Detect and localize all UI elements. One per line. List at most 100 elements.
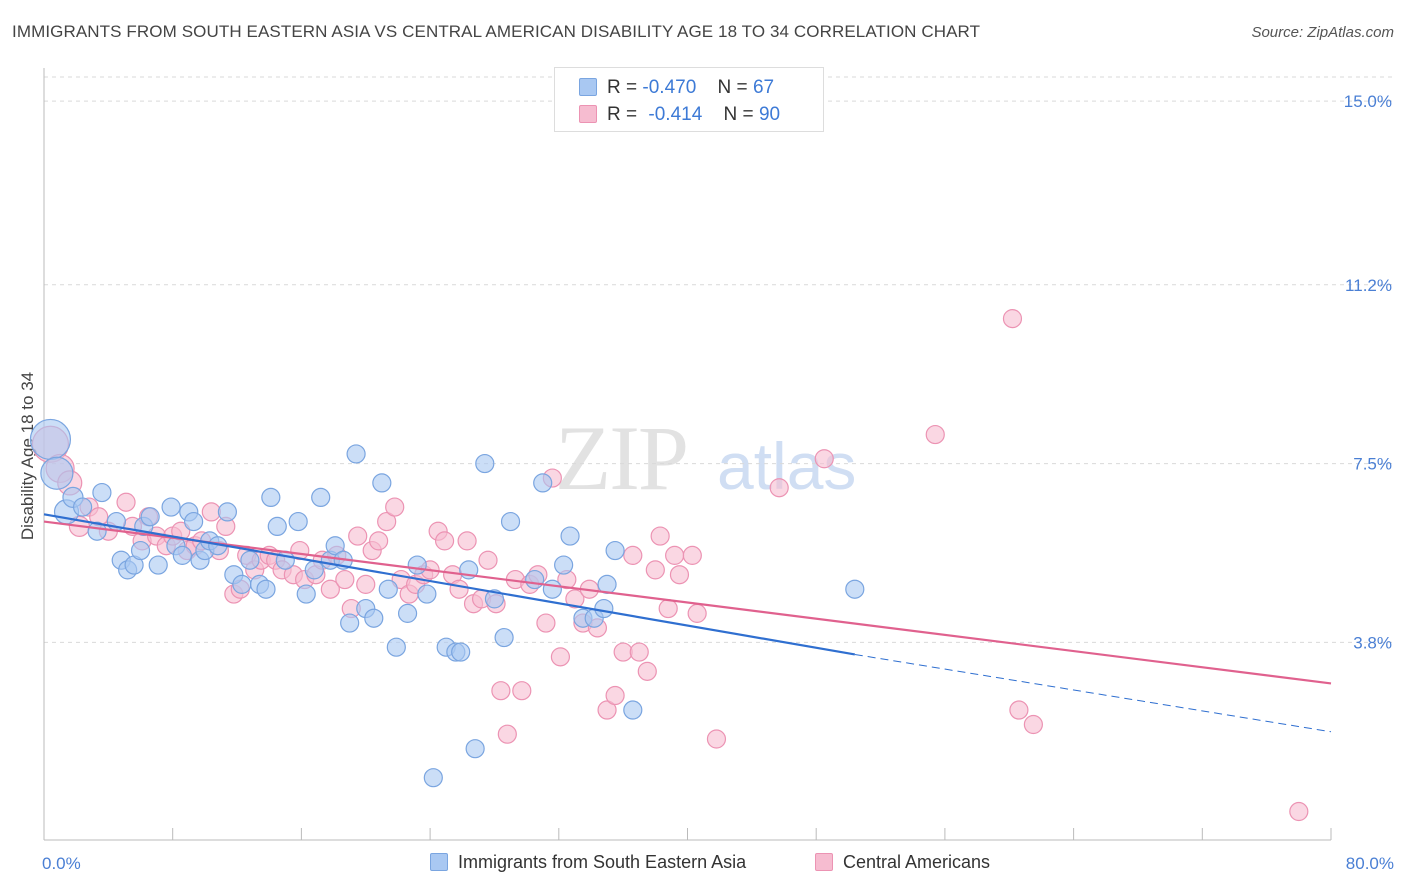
data-point-south-eastern-asia: [340, 613, 360, 633]
data-point-south-eastern-asia: [296, 584, 316, 604]
legend-swatch-blue: [430, 853, 448, 871]
data-point-central-americans: [650, 526, 670, 546]
data-point-central-americans: [449, 579, 469, 599]
data-point-south-eastern-asia: [217, 502, 237, 522]
data-point-south-eastern-asia: [288, 511, 308, 532]
data-point-south-eastern-asia: [148, 555, 168, 575]
data-point-central-americans: [201, 502, 221, 522]
data-point-south-eastern-asia: [346, 444, 366, 464]
legend-n-label: N =: [723, 104, 754, 125]
data-point-south-eastern-asia: [161, 497, 181, 517]
data-point-south-eastern-asia: [465, 739, 485, 759]
data-point-south-eastern-asia: [325, 536, 345, 556]
legend-r-label: R =: [607, 104, 638, 125]
data-point-central-americans: [1002, 309, 1023, 329]
data-point-south-eastern-asia: [560, 526, 580, 546]
bottom-legend-label-series1: Immigrants from South Eastern Asia: [458, 852, 747, 872]
x-tick-label-min: 0.0%: [42, 854, 81, 873]
legend-r-value-series1: -0.470: [642, 77, 697, 98]
data-point-central-americans: [814, 449, 834, 469]
data-point-south-eastern-asia: [29, 418, 72, 461]
data-point-central-americans: [478, 550, 498, 570]
y-tick-label: 3.8%: [1353, 633, 1392, 652]
data-point-central-americans: [377, 511, 397, 532]
data-point-south-eastern-asia: [605, 540, 625, 561]
data-point-central-americans: [1009, 700, 1029, 720]
stats-legend: R = -0.470 N = 67 R = -0.414 N = 90: [554, 67, 824, 132]
data-point-central-americans: [658, 598, 678, 619]
bottom-legend-label-series2: Central Americans: [843, 852, 991, 872]
data-point-south-eastern-asia: [256, 579, 276, 599]
data-point-south-eastern-asia: [140, 507, 160, 527]
source-label: Source: ZipAtlas.com: [1251, 24, 1394, 41]
data-point-central-americans: [385, 497, 405, 517]
data-point-south-eastern-asia: [232, 574, 252, 594]
data-point-south-eastern-asia: [417, 584, 437, 604]
x-tick-label-max: 80.0%: [1346, 854, 1394, 873]
data-point-central-americans: [335, 569, 355, 590]
bottom-legend-series2: Central Americans: [815, 852, 990, 873]
data-point-south-eastern-asia: [172, 545, 192, 565]
legend-n-value-series1: 67: [752, 77, 775, 98]
trend-line-central-americans: [43, 520, 1332, 685]
data-point-central-americans: [1023, 714, 1043, 735]
series-south-eastern-asia: [29, 418, 865, 788]
trend-line-south-eastern-asia-extension: [854, 653, 1332, 733]
data-point-south-eastern-asia: [475, 453, 495, 474]
data-point-south-eastern-asia: [845, 579, 865, 599]
data-point-south-eastern-asia: [73, 497, 93, 517]
data-point-south-eastern-asia: [423, 768, 443, 788]
data-point-central-americans: [925, 424, 945, 445]
data-point-central-americans: [512, 681, 532, 701]
data-point-south-eastern-asia: [130, 540, 151, 561]
legend-n-label: N =: [717, 77, 748, 98]
data-point-south-eastern-asia: [386, 637, 406, 657]
data-point-central-americans: [605, 685, 625, 706]
data-point-central-americans: [665, 545, 685, 565]
legend-swatch-blue: [579, 78, 597, 96]
data-point-south-eastern-asia: [594, 598, 614, 619]
data-point-central-americans: [769, 478, 789, 498]
data-point-central-americans: [645, 560, 665, 580]
data-point-central-americans: [356, 574, 376, 594]
legend-r-value-series2: -0.414: [648, 104, 703, 125]
legend-n-value-series2: 90: [758, 104, 781, 125]
data-point-south-eastern-asia: [40, 456, 74, 490]
legend-r-label: R =: [607, 77, 638, 98]
data-point-central-americans: [565, 589, 585, 609]
data-point-south-eastern-asia: [184, 511, 204, 532]
data-point-south-eastern-asia: [364, 608, 384, 628]
data-point-south-eastern-asia: [397, 603, 418, 623]
data-point-central-americans: [597, 700, 617, 720]
data-point-south-eastern-asia: [451, 642, 471, 662]
tick-labels: 3.8% 7.5% 11.2% 15.0% 0.0% 80.0%: [42, 92, 1394, 873]
data-point-central-americans: [497, 724, 517, 744]
data-point-central-americans: [434, 531, 455, 551]
data-point-central-americans: [457, 531, 477, 551]
data-point-south-eastern-asia: [407, 555, 427, 575]
data-point-central-americans: [706, 729, 727, 749]
y-tick-label: 7.5%: [1353, 455, 1392, 474]
watermark-zip: ZIP: [555, 407, 689, 509]
data-point-central-americans: [682, 545, 702, 565]
axes: [43, 68, 1332, 841]
data-point-central-americans: [550, 647, 571, 667]
data-point-south-eastern-asia: [267, 516, 287, 537]
data-point-south-eastern-asia: [525, 569, 545, 590]
data-point-central-americans: [536, 613, 556, 633]
legend-row-series2: R = -0.414 N = 90: [579, 104, 780, 128]
data-point-central-americans: [629, 642, 649, 662]
data-point-central-americans: [637, 661, 657, 681]
data-point-south-eastern-asia: [372, 473, 392, 493]
data-point-south-eastern-asia: [542, 579, 562, 599]
data-point-central-americans: [669, 565, 690, 585]
trend-line-south-eastern-asia: [43, 513, 855, 656]
data-point-south-eastern-asia: [494, 627, 514, 648]
data-point-central-americans: [491, 681, 511, 701]
data-point-south-eastern-asia: [500, 511, 521, 532]
data-point-south-eastern-asia: [484, 589, 505, 609]
data-point-central-americans: [1289, 801, 1309, 822]
data-point-south-eastern-asia: [533, 473, 553, 493]
data-point-south-eastern-asia: [240, 550, 260, 570]
